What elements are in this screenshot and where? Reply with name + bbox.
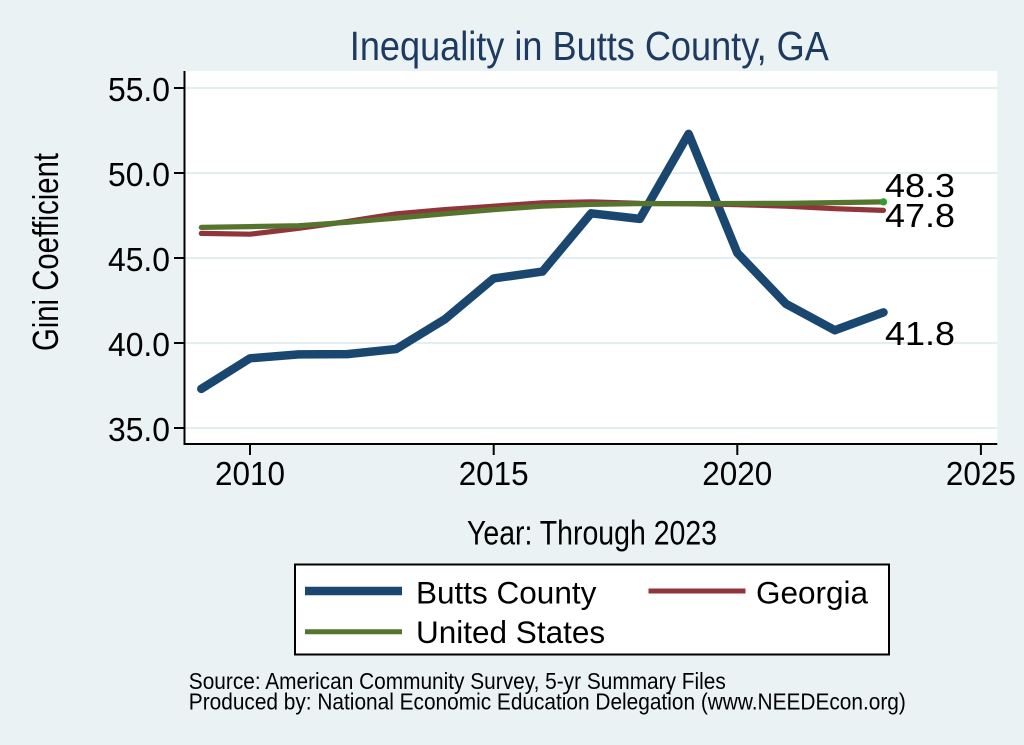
svg-text:50.0: 50.0 (108, 157, 170, 194)
svg-text:2020: 2020 (702, 456, 772, 493)
svg-text:United States: United States (416, 614, 605, 650)
svg-text:2010: 2010 (215, 456, 285, 493)
svg-text:55.0: 55.0 (108, 72, 170, 109)
svg-text:Produced by: National Economic: Produced by: National Economic Education… (189, 689, 906, 715)
svg-text:2015: 2015 (459, 456, 529, 493)
svg-text:40.0: 40.0 (108, 327, 170, 364)
svg-text:Georgia: Georgia (756, 574, 869, 610)
svg-text:35.0: 35.0 (108, 412, 170, 449)
svg-text:Butts County: Butts County (416, 574, 597, 610)
svg-text:Gini Coefficient: Gini Coefficient (26, 153, 66, 351)
svg-text:45.0: 45.0 (108, 242, 170, 279)
svg-text:41.8: 41.8 (885, 316, 955, 353)
svg-text:Source: American Community Sur: Source: American Community Survey, 5-yr … (189, 668, 726, 694)
svg-text:Inequality in Butts County, GA: Inequality in Butts County, GA (350, 23, 829, 69)
svg-text:48.3: 48.3 (885, 168, 955, 205)
svg-text:2025: 2025 (946, 456, 1016, 493)
svg-text:Year: Through 2023: Year: Through 2023 (467, 515, 717, 553)
svg-text:47.8: 47.8 (885, 198, 955, 235)
